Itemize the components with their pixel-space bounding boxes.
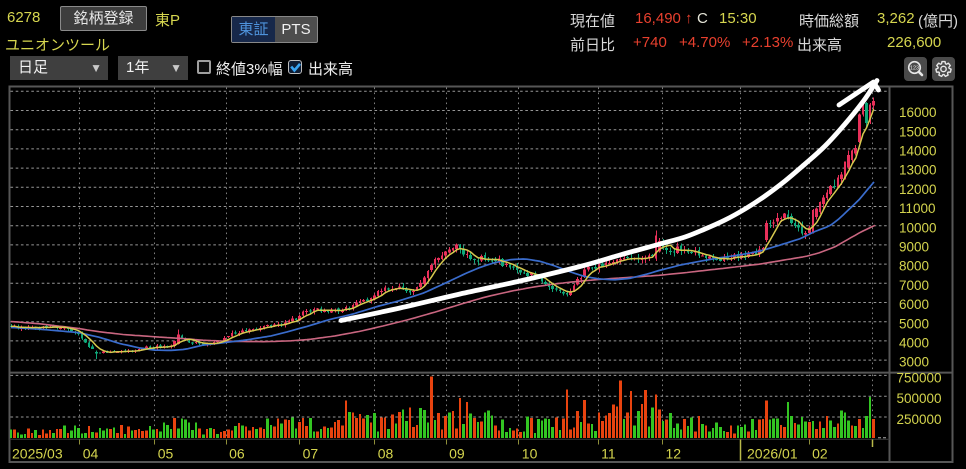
svg-text:4000: 4000 [899,336,929,351]
svg-text:16000: 16000 [899,105,937,120]
svg-text:250000: 250000 [897,412,942,427]
svg-text:10: 10 [522,446,538,462]
svg-text:8000: 8000 [899,259,929,274]
svg-text:07: 07 [303,446,319,462]
svg-text:05: 05 [158,446,174,462]
svg-text:13000: 13000 [899,163,937,178]
svg-text:09: 09 [449,446,465,462]
svg-text:12: 12 [666,446,682,462]
svg-text:04: 04 [83,446,99,462]
svg-text:2026/01: 2026/01 [747,446,798,462]
svg-text:6000: 6000 [899,297,929,312]
svg-text:11: 11 [601,446,616,462]
svg-text:5000: 5000 [899,316,929,331]
svg-text:02: 02 [812,446,828,462]
svg-text:14000: 14000 [899,144,937,159]
svg-text:7000: 7000 [899,278,929,293]
svg-text:123: 123 [910,66,919,72]
svg-text:08: 08 [378,446,394,462]
svg-text:9000: 9000 [899,240,929,255]
svg-text:500000: 500000 [897,391,942,406]
svg-text:06: 06 [229,446,245,462]
svg-text:15000: 15000 [899,124,937,139]
svg-text:2025/03: 2025/03 [12,446,63,462]
svg-text:10000: 10000 [899,220,937,235]
svg-text:3000: 3000 [899,355,929,370]
svg-text:11000: 11000 [899,201,936,216]
svg-text:750000: 750000 [897,371,942,386]
svg-text:12000: 12000 [899,182,937,197]
